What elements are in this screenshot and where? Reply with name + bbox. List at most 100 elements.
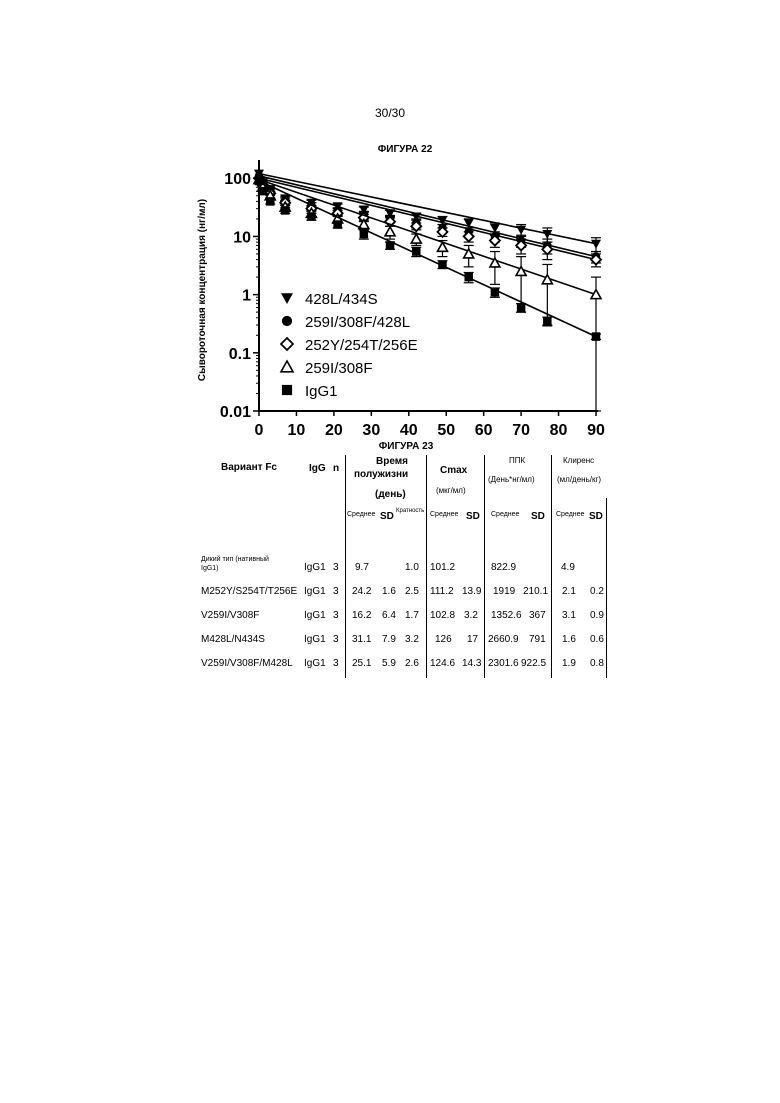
cell-hl-mean: 24.2 [352, 587, 371, 597]
row-variant: V259I/V308F [201, 611, 259, 621]
legend-label: 259I/308F [305, 360, 373, 377]
table-divider [551, 455, 552, 678]
cell-cmax-sd: 3.2 [464, 611, 478, 621]
sub-hl-sd: SD [380, 512, 394, 522]
cell-cl-mean: 1.6 [562, 635, 576, 645]
cell-hl-fold: 2.6 [405, 659, 419, 669]
cell-igg: IgG1 [304, 587, 326, 597]
cell-cmax-mean: 102.8 [430, 611, 455, 621]
header-cmax: Cmax [440, 466, 467, 476]
cell-cmax-mean: 126 [435, 635, 452, 645]
cell-cl-mean: 1.9 [562, 659, 576, 669]
data-point [438, 260, 447, 269]
sub-auc-mean: Среднее [491, 511, 519, 518]
cell-n: 3 [333, 611, 339, 621]
cell-cl-sd: 0.8 [590, 659, 604, 669]
cell-cl-sd: 0.9 [590, 611, 604, 621]
cell-igg: IgG1 [304, 635, 326, 645]
cell-cmax-sd: 14.3 [462, 659, 481, 669]
data-point [543, 317, 552, 326]
cell-hl-mean: 16.2 [352, 611, 371, 621]
cell-igg: IgG1 [304, 611, 326, 621]
cell-hl-fold: 1.0 [405, 563, 419, 573]
cell-n: 3 [333, 587, 339, 597]
header-half-life-unit: (день) [375, 490, 406, 500]
sub-cl-mean: Среднее [556, 511, 584, 518]
data-point [412, 247, 421, 256]
sub-cmax-sd: SD [466, 512, 480, 522]
cell-cl-mean: 3.1 [562, 611, 576, 621]
pk-chart: Сывороточная концентрация (нг/мл) 010203… [190, 158, 620, 438]
header-igg: IgG [309, 464, 326, 474]
y-tick-label: 1 [242, 288, 251, 305]
row-variant: V259I/V308F/M428L [201, 659, 293, 669]
cell-auc-mean: 822.9 [491, 563, 516, 573]
cell-hl-mean: 31.1 [352, 635, 371, 645]
header-auc-unit: (День*нг/мл) [488, 476, 535, 484]
row-variant: M252Y/S254T/T256E [201, 587, 297, 597]
cell-n: 3 [333, 659, 339, 669]
data-point [592, 332, 601, 341]
y-tick-label: 0.1 [229, 346, 251, 363]
data-point [491, 288, 500, 297]
cell-cmax-sd: 13.9 [462, 587, 481, 597]
data-point [258, 187, 267, 196]
figure-22-title: ФИГУРА 22 [0, 144, 780, 155]
cell-cl-sd: 0.2 [590, 587, 604, 597]
x-tick-label: 0 [255, 422, 264, 438]
row-variant: IgG1) [201, 565, 219, 572]
cell-cl-mean: 4.9 [561, 563, 575, 573]
sub-hl-fold: Кратность [396, 508, 424, 514]
sub-hl-mean: Среднее [347, 511, 375, 518]
cell-igg: IgG1 [304, 563, 326, 573]
header-clearance-unit: (мл/день/кг) [557, 476, 601, 484]
cell-auc-mean: 1352.6 [491, 611, 522, 621]
x-tick-label: 80 [550, 422, 568, 438]
data-point [255, 177, 264, 186]
data-point [464, 273, 473, 282]
legend-label: IgG1 [305, 383, 338, 400]
legend-marker [281, 338, 293, 350]
x-tick-label: 40 [400, 422, 418, 438]
header-cmax-unit: (мкг/мл) [436, 487, 466, 495]
cell-cl-sd: 0.6 [590, 635, 604, 645]
x-tick-label: 10 [288, 422, 306, 438]
header-variant: Вариант Fc [221, 463, 277, 473]
data-point [386, 241, 395, 250]
cell-igg: IgG1 [304, 659, 326, 669]
cell-hl-sd: 5.9 [382, 659, 396, 669]
x-tick-label: 50 [437, 422, 455, 438]
cell-hl-sd: 6.4 [382, 611, 396, 621]
cell-cmax-mean: 111.2 [430, 587, 454, 597]
legend-marker [282, 316, 292, 326]
row-variant: Дикий тип (нативный [201, 556, 269, 563]
cell-hl-fold: 3.2 [405, 635, 419, 645]
table-divider [606, 498, 607, 678]
page-number: 30/30 [0, 106, 780, 120]
cell-auc-sd: 791 [529, 635, 546, 645]
x-tick-label: 60 [475, 422, 493, 438]
legend-marker [281, 293, 293, 304]
legend-label: 428L/434S [305, 291, 378, 308]
figure-23-title: ФИГУРА 23 [0, 441, 780, 452]
cell-n: 3 [333, 635, 339, 645]
cell-hl-sd: 1.6 [382, 587, 396, 597]
data-point [266, 197, 275, 206]
data-point [385, 227, 395, 236]
data-point [360, 230, 369, 239]
cell-hl-mean: 25.1 [352, 659, 371, 669]
cell-hl-fold: 1.7 [405, 611, 419, 621]
header-auc: ППК [509, 457, 525, 465]
cell-auc-mean: 2660.9 [488, 635, 519, 645]
header-n: n [333, 464, 339, 474]
cell-cmax-sd: 17 [467, 635, 478, 645]
cell-auc-mean: 2301.6 [488, 659, 519, 669]
data-point [591, 240, 601, 249]
legend-label: 259I/308F/428L [305, 314, 410, 331]
data-point [411, 234, 421, 243]
cell-n: 3 [333, 563, 339, 573]
data-point [517, 303, 526, 312]
x-tick-label: 70 [512, 422, 530, 438]
cell-auc-sd: 367 [529, 611, 546, 621]
cell-hl-sd: 7.9 [382, 635, 396, 645]
